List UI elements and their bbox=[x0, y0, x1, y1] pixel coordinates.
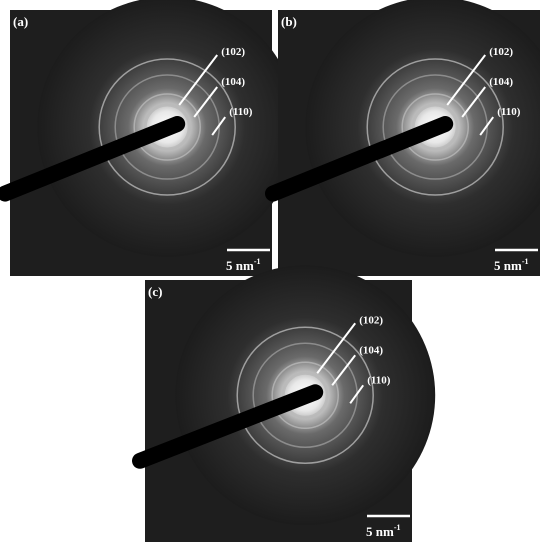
scale-bar-text: 5 nm bbox=[494, 258, 522, 273]
panel-label: (b) bbox=[281, 14, 297, 29]
ring-label: (104) bbox=[221, 76, 245, 88]
panel-label: (a) bbox=[13, 14, 28, 29]
ring-label: (110) bbox=[229, 106, 253, 118]
scale-bar-exponent: -1 bbox=[522, 257, 529, 266]
ring-label: (110) bbox=[367, 374, 391, 386]
ring-label: (104) bbox=[489, 76, 513, 88]
scale-bar-exponent: -1 bbox=[394, 523, 401, 532]
diffraction-panel: (c) (102) (104) (110) 5 nm-1 bbox=[140, 265, 435, 542]
scale-bar-exponent: -1 bbox=[254, 257, 261, 266]
scale-bar-text: 5 nm bbox=[226, 258, 254, 273]
ring-label: (104) bbox=[359, 344, 383, 356]
diffraction-panel: (b) (102) (104) (110) 5 nm-1 bbox=[273, 0, 540, 276]
ring-label: (102) bbox=[221, 46, 245, 58]
ring-label: (102) bbox=[489, 46, 513, 58]
scale-bar-text: 5 nm bbox=[366, 524, 394, 539]
ring-label: (102) bbox=[359, 314, 383, 326]
panel-label: (c) bbox=[148, 284, 162, 299]
figure: (a)(102)(104)(110)5 nm-1(b)(102)(104)(11… bbox=[0, 0, 540, 542]
diffraction-panel: (a) (102) (104) (110) 5 nm-1 bbox=[5, 0, 297, 276]
ring-label: (110) bbox=[497, 106, 521, 118]
